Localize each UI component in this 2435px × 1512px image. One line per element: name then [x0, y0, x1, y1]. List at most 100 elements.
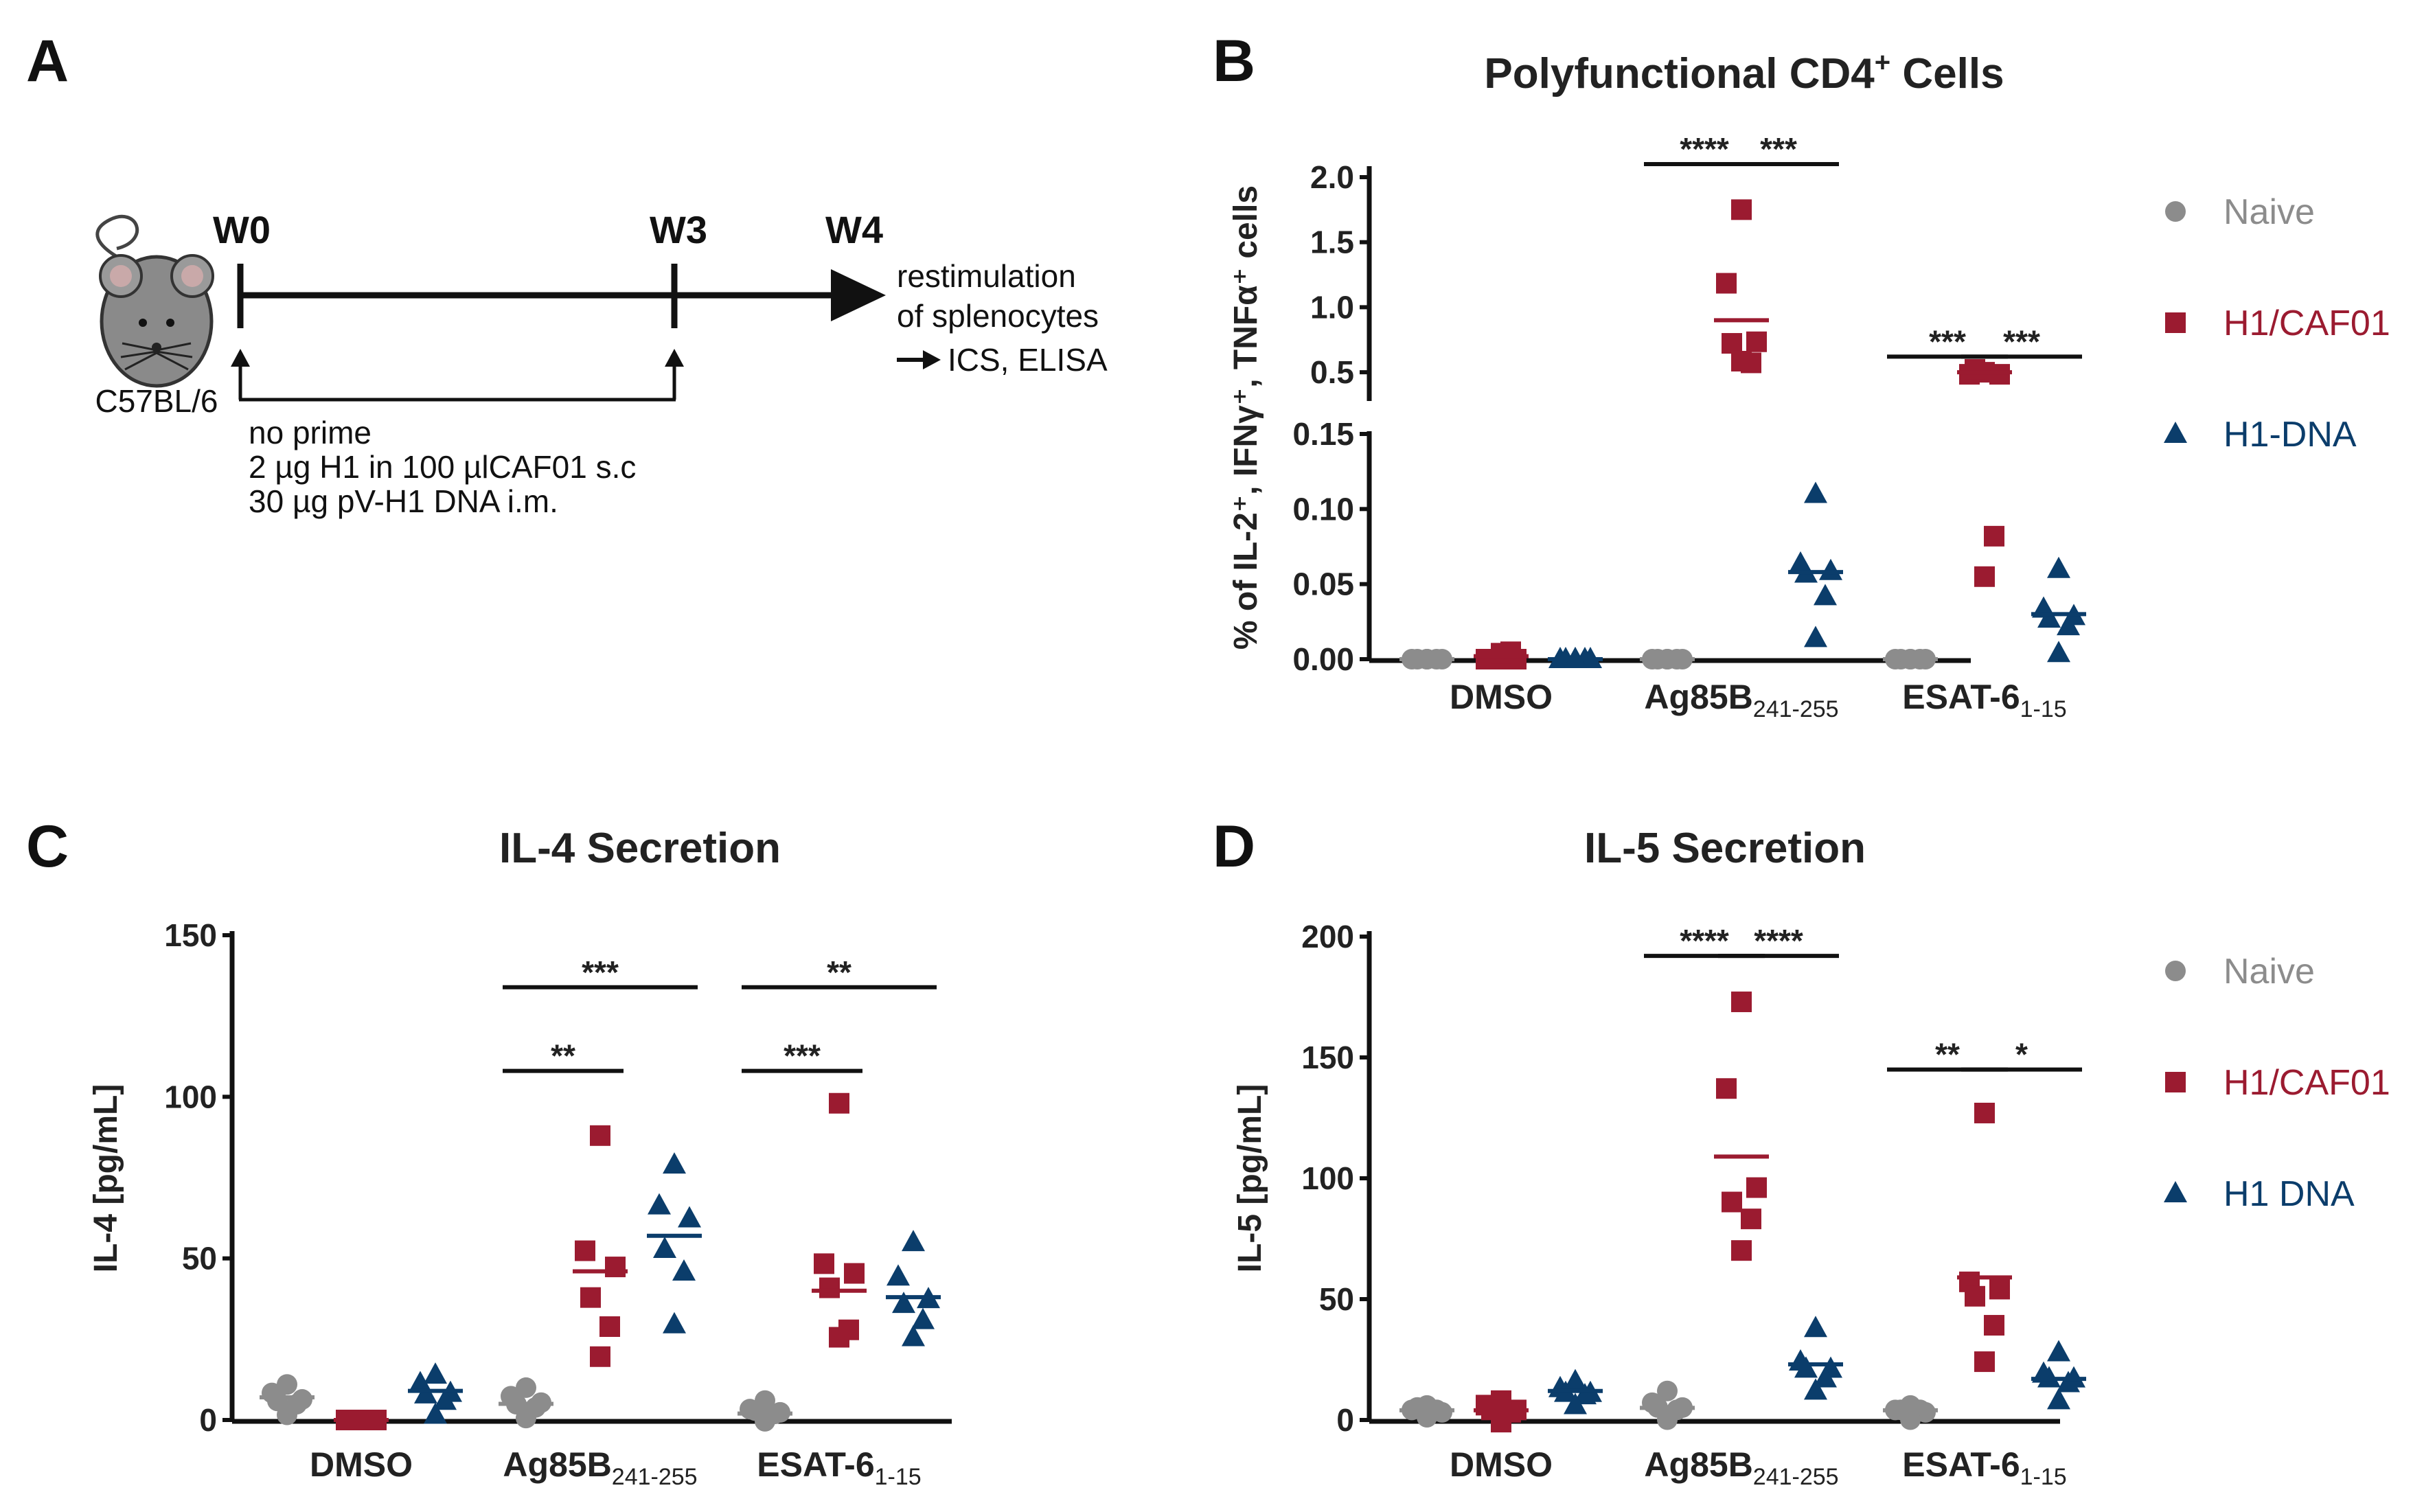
data-point-square	[1731, 992, 1752, 1013]
data-point-square	[1984, 1315, 2004, 1336]
data-point-square	[829, 1092, 849, 1114]
data-point-triangle	[648, 1193, 671, 1215]
mouse-icon	[95, 214, 214, 388]
data-point-square	[2165, 312, 2186, 333]
significance-label: ****	[1680, 131, 1729, 167]
data-point-triangle	[2164, 422, 2187, 443]
significance-label: ***	[784, 1038, 821, 1074]
significance-label: **	[827, 954, 851, 990]
data-point-triangle	[1814, 584, 1837, 606]
data-point-triangle	[1573, 1383, 1597, 1405]
y-tick-label: 2.0	[1310, 159, 1354, 195]
data-point-triangle	[2047, 641, 2070, 663]
data-point-square	[590, 1125, 610, 1146]
chart-title: Polyfunctional CD4+ Cells	[1484, 47, 2004, 98]
data-point-triangle	[1804, 481, 1827, 503]
data-point-triangle	[887, 1264, 910, 1286]
data-point-square	[1989, 1279, 2010, 1300]
y-tick-label: 150	[1301, 1040, 1354, 1075]
data-point-circle	[516, 1377, 536, 1398]
week-label-w0: W0	[213, 208, 271, 251]
x-category-label: ESAT-61-15	[1902, 1445, 2066, 1490]
y-tick-label: 200	[1301, 919, 1354, 954]
y-tick-label: 50	[1319, 1281, 1354, 1317]
data-point-square	[1965, 358, 1985, 380]
data-point-triangle	[433, 1388, 457, 1410]
y-tick-label: 100	[164, 1079, 217, 1114]
legend-label: H1/CAF01	[2223, 303, 2390, 343]
data-point-triangle	[1814, 1366, 1837, 1388]
legend-label: H1 DNA	[2223, 1174, 2355, 1214]
x-category-label: DMSO	[1450, 1445, 1553, 1484]
data-point-circle	[277, 1374, 297, 1395]
data-point-triangle	[1804, 1378, 1827, 1400]
data-point-square	[1716, 1078, 1737, 1099]
y-tick-label: 0	[199, 1402, 217, 1438]
data-point-triangle	[1794, 1356, 1818, 1378]
data-point-circle	[2165, 201, 2186, 222]
data-point-triangle	[1564, 1393, 1587, 1414]
significance-label: ****	[1680, 923, 1729, 959]
y-axis-label: % of IL-2⁺, IFNγ⁺, TNFα⁺ cells	[1228, 185, 1264, 650]
x-category-label: DMSO	[1450, 678, 1553, 716]
y-tick-label: 0.10	[1292, 491, 1354, 527]
data-point-triangle	[663, 1152, 686, 1174]
panel-letter-a: A	[26, 28, 69, 94]
group-label-2: 2 µg H1 in 100 µlCAF01 s.c	[249, 449, 636, 485]
y-axis-label: IL-4 [pg/mL]	[88, 1084, 124, 1273]
significance-label: **	[1935, 1037, 1960, 1073]
readout-line-1: restimulation	[897, 258, 1076, 294]
data-point-square	[1974, 1102, 1995, 1123]
readout-line-3: ICS, ELISA	[948, 342, 1108, 378]
data-point-square	[819, 1277, 840, 1298]
data-point-square	[1731, 199, 1752, 220]
data-point-circle	[755, 1410, 775, 1432]
data-point-square	[1722, 1191, 1742, 1213]
data-point-triangle	[902, 1230, 925, 1252]
x-category-label: ESAT-61-15	[757, 1445, 921, 1490]
data-point-triangle	[678, 1206, 701, 1228]
data-point-circle	[1900, 1409, 1921, 1430]
data-point-square	[590, 1346, 610, 1367]
data-point-triangle	[2164, 1181, 2187, 1202]
data-point-triangle	[2057, 614, 2080, 636]
y-tick-label: 100	[1301, 1160, 1354, 1196]
panel-letter-b: B	[1213, 28, 1255, 94]
significance-label: ***	[582, 954, 619, 990]
x-category-label: Ag85B241-255	[1644, 1445, 1838, 1490]
data-point-triangle	[1819, 558, 1842, 580]
significance-label: ***	[2003, 323, 2040, 359]
significance-label: ***	[1929, 323, 1966, 359]
data-point-circle	[1657, 1380, 1678, 1401]
y-tick-label: 150	[164, 917, 217, 953]
data-point-square	[814, 1253, 834, 1274]
legend-label: H1/CAF01	[2223, 1063, 2390, 1103]
data-point-triangle	[1804, 1316, 1827, 1338]
data-point-triangle	[424, 1362, 447, 1384]
data-point-square	[1731, 350, 1752, 371]
data-point-triangle	[2047, 556, 2070, 578]
x-category-label: ESAT-61-15	[1902, 678, 2066, 722]
arrow-up-icon	[231, 349, 250, 367]
group-label-1: no prime	[249, 415, 371, 450]
mouse-strain-label: C57BL/6	[95, 383, 218, 419]
panel-a-schematic: A C57BL/6 W0 W3 W4 restimulation	[26, 28, 1108, 519]
data-point-square	[1974, 1351, 1995, 1373]
significance-label: ****	[1754, 923, 1803, 959]
data-point-square	[1491, 643, 1511, 664]
data-point-square	[1731, 1240, 1752, 1261]
data-point-square	[1746, 331, 1767, 352]
chart-b-polyfunctional: Polyfunctional CD4+ Cells % of IL-2⁺, IFN…	[1228, 47, 2390, 722]
y-tick-label: 0.05	[1292, 566, 1354, 602]
readout-line-2: of splenocytes	[897, 298, 1099, 334]
data-point-square	[844, 1263, 865, 1284]
chart-d-il5: IL-5 Secretion IL-5 [pg/mL] 0 50 100 150 200 DM…	[1232, 825, 2390, 1490]
data-point-circle	[1657, 1409, 1678, 1430]
y-tick-label: 0.5	[1310, 354, 1354, 390]
x-category-label: DMSO	[310, 1445, 413, 1484]
data-point-triangle	[2037, 606, 2061, 628]
timeline-arrowhead	[831, 269, 886, 321]
legend-label: Naive	[2223, 192, 2315, 232]
y-tick-label: 1.5	[1310, 225, 1354, 260]
